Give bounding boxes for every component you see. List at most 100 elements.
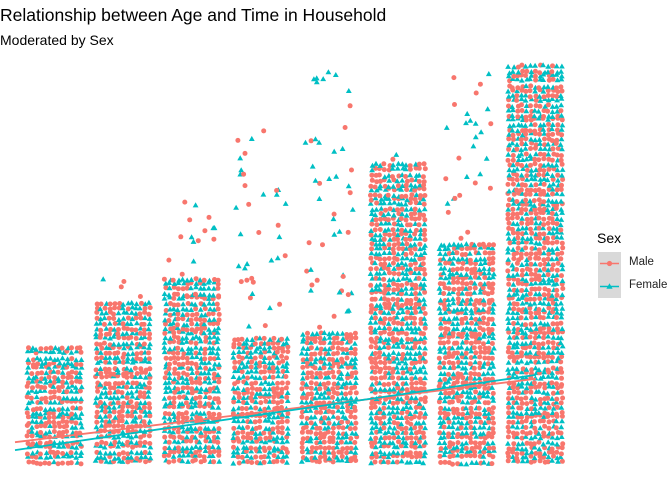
male-point [51,419,57,425]
female-point [325,69,332,75]
female-point [518,122,525,128]
female-point [558,310,565,316]
female-point [468,348,475,354]
male-point [253,380,259,386]
female-point [515,441,522,447]
male-point [162,445,168,451]
female-point [377,425,384,431]
male-point [528,310,534,316]
male-point [396,241,402,247]
male-point [537,296,543,302]
male-point [481,440,487,446]
female-point [271,414,277,420]
female-point [252,430,259,436]
male-point [166,318,172,323]
male-point [373,266,379,272]
male-point [482,345,488,351]
male-point [383,207,388,213]
male-point [176,362,182,367]
female-point [416,350,423,356]
male-point [171,395,177,401]
male-point [166,411,172,417]
male-point [180,385,186,391]
male-point [398,443,404,449]
female-point [506,142,513,148]
female-point [558,314,565,320]
male-point [554,93,560,99]
male-point [211,236,217,242]
female-point [128,367,134,373]
female-point [106,418,113,424]
male-point [467,435,473,441]
male-point [343,391,349,397]
female-point [407,459,414,465]
female-point [420,196,427,202]
male-point [396,246,402,251]
male-point [147,405,153,411]
male-point [47,444,53,450]
male-point [193,276,199,282]
male-point [413,227,419,233]
female-point [29,450,36,456]
female-point [464,319,471,325]
male-point [454,407,460,412]
male-point [555,122,561,128]
male-point [46,419,52,425]
male-point [451,286,457,292]
female-point [377,302,384,308]
female-point [540,272,547,278]
male-point [335,391,341,397]
male-point [491,445,496,451]
male-point [532,286,538,292]
female-point [192,434,199,440]
male-point [514,177,520,183]
female-point [197,338,204,344]
female-point [132,414,139,420]
female-point [446,279,452,285]
male-point [245,375,250,381]
female-point [390,276,397,282]
male-point [553,277,559,283]
female-point [509,365,516,371]
male-point [395,286,401,292]
female-point [399,316,406,322]
female-point [550,249,556,255]
male-point [541,152,547,158]
male-point [482,385,488,391]
female-point [244,261,250,267]
female-point [550,181,557,187]
female-point [265,417,272,423]
male-point [458,393,464,399]
female-point [368,228,374,233]
male-point [231,425,237,431]
female-point [142,399,148,405]
female-point [446,290,452,296]
female-point [377,281,384,287]
female-point [522,122,529,128]
female-point [92,457,99,463]
male-point [386,435,392,441]
female-point [527,152,534,158]
female-point [513,366,520,372]
female-point [300,370,307,376]
female-point [523,225,530,231]
female-point [522,92,529,98]
female-point [527,301,534,307]
female-point [201,370,208,376]
female-point [146,371,153,377]
male-point [505,157,511,163]
male-point [490,390,496,396]
female-point [559,166,566,172]
female-point [442,405,448,411]
male-point [112,360,118,365]
female-point [463,461,470,467]
female-point [533,231,539,237]
female-point [505,88,511,94]
female-point [463,424,469,430]
male-point [347,426,353,432]
female-point [549,71,556,77]
male-point [340,274,346,279]
male-point [248,364,254,370]
male-point [527,191,533,197]
male-point [112,305,118,311]
